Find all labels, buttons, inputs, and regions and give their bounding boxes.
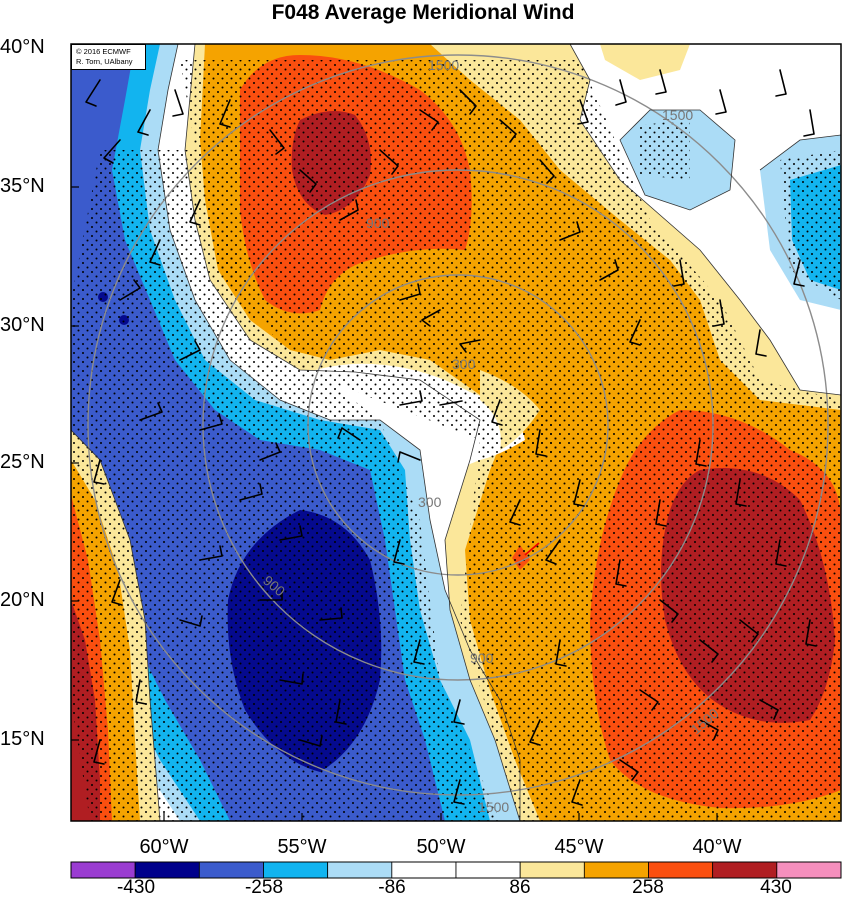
colorbar-box (263, 861, 329, 879)
colorbar-box (327, 861, 393, 879)
ring-label-300-a: 300 (452, 356, 476, 372)
lon-label-50w: 50°W (416, 836, 466, 858)
colorbar-label-86: 86 (509, 877, 531, 898)
colorbar-label-258: 258 (632, 877, 664, 898)
yellow-patch-top (600, 44, 690, 80)
lon-label-60w: 60°W (139, 836, 189, 858)
colorbar-label-neg430: -430 (116, 877, 156, 898)
lat-label-30n: 30°N (0, 314, 45, 336)
ring-label-300-b: 300 (418, 494, 442, 510)
colorbar-box (583, 861, 649, 879)
lon-label-40w: 40°W (692, 836, 742, 858)
colorbar-box (712, 861, 778, 879)
ring-label-1500-c: 1500 (478, 799, 509, 815)
credit-box: © 2016 ECMWF R. Torn, UAlbany (71, 44, 146, 70)
colorbar-label-neg86: -86 (378, 877, 406, 898)
range-rings (87, 54, 829, 796)
colorbar (70, 861, 842, 879)
lon-label-45w: 45°W (554, 836, 604, 858)
colorbar-box (391, 861, 457, 879)
wind-barbs (85, 69, 817, 806)
colorbar-box (134, 861, 200, 879)
range-ring-300 (307, 274, 609, 576)
range-ring-900 (202, 169, 714, 681)
plot-frame (70, 43, 842, 822)
stipple-layer (71, 60, 841, 821)
map-title: F048 Average Meridional Wind (271, 1, 575, 24)
lat-label-35n: 35°N (0, 175, 45, 197)
colorbar-box (198, 861, 264, 879)
red-barb (524, 542, 540, 556)
credit-line-1: © 2016 ECMWF (76, 47, 131, 56)
ring-label-900-b: 900 (470, 650, 494, 666)
colorbar-box (519, 861, 585, 879)
credit-line-2: R. Torn, UAlbany (76, 57, 133, 66)
colorbar-box (648, 861, 714, 879)
colorbar-label-430: 430 (760, 877, 792, 898)
ring-label-1500-b: 1500 (662, 107, 693, 123)
colorbar-frame (70, 861, 842, 879)
lat-label-40n: 40°N (0, 36, 45, 58)
colorbar-box (455, 861, 521, 879)
range-ring-1500 (87, 54, 829, 796)
lon-label-55w: 55°W (277, 836, 327, 858)
contour-fill-layer: 300 300 900 900 900 1500 1500 1500 1500 (71, 44, 841, 821)
lat-label-25n: 25°N (0, 451, 45, 473)
ring-label-1500-a: 1500 (428, 57, 459, 73)
contour-lines (71, 44, 841, 821)
ring-label-900-a: 900 (366, 215, 390, 231)
colorbar-box (70, 861, 136, 879)
colorbar-box (776, 861, 842, 879)
lat-label-20n: 20°N (0, 589, 45, 611)
lat-label-15n: 15°N (0, 728, 45, 750)
colorbar-label-neg258: -258 (244, 877, 284, 898)
